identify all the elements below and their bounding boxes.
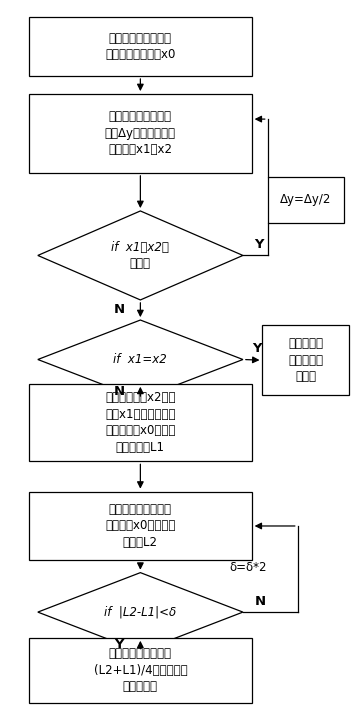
- FancyBboxPatch shape: [29, 94, 252, 173]
- Text: if  x1=x2: if x1=x2: [114, 353, 167, 366]
- Text: 光斑落在铣刀杆上，
记录当前的位移值x0: 光斑落在铣刀杆上， 记录当前的位移值x0: [105, 32, 176, 61]
- Text: Δy=Δy/2: Δy=Δy/2: [280, 193, 331, 206]
- Text: N: N: [255, 595, 266, 608]
- Text: δ=δ*2: δ=δ*2: [229, 561, 267, 574]
- FancyBboxPatch shape: [29, 492, 252, 560]
- Text: 将主轴向反方向移至
位移值为x0，记录移
动距离L2: 将主轴向反方向移至 位移值为x0，记录移 动距离L2: [105, 503, 176, 549]
- FancyBboxPatch shape: [29, 384, 252, 462]
- Text: N: N: [114, 385, 125, 398]
- Text: N: N: [114, 303, 125, 316]
- Text: 当前位移已
对齐铣刀几
何中心: 当前位移已 对齐铣刀几 何中心: [288, 337, 323, 383]
- FancyBboxPatch shape: [29, 17, 252, 76]
- Polygon shape: [38, 572, 243, 651]
- FancyBboxPatch shape: [29, 638, 252, 702]
- Text: 主轴先后向两个方向
移动Δy小量，分别记
录位移值x1和x2: 主轴先后向两个方向 移动Δy小量，分别记 录位移值x1和x2: [105, 111, 176, 157]
- Text: Y: Y: [254, 238, 263, 251]
- FancyBboxPatch shape: [262, 325, 349, 395]
- Text: if  x1或x2超
出量程: if x1或x2超 出量程: [111, 241, 169, 270]
- Text: if  |L2-L1|<δ: if |L2-L1|<δ: [104, 605, 176, 618]
- Text: 将主轴向反方向移动
(L2+L1)/4距离对齐铣
刀几何中心: 将主轴向反方向移动 (L2+L1)/4距离对齐铣 刀几何中心: [94, 647, 187, 693]
- Polygon shape: [38, 211, 243, 300]
- FancyBboxPatch shape: [268, 176, 344, 223]
- Text: 将最大值记为x2，主
轴向x1方向移动至当
前位移值为x0时，记
录移动距离L1: 将最大值记为x2，主 轴向x1方向移动至当 前位移值为x0时，记 录移动距离L1: [105, 391, 176, 454]
- Polygon shape: [38, 320, 243, 399]
- Text: Y: Y: [114, 638, 124, 651]
- Text: Y: Y: [252, 342, 262, 355]
